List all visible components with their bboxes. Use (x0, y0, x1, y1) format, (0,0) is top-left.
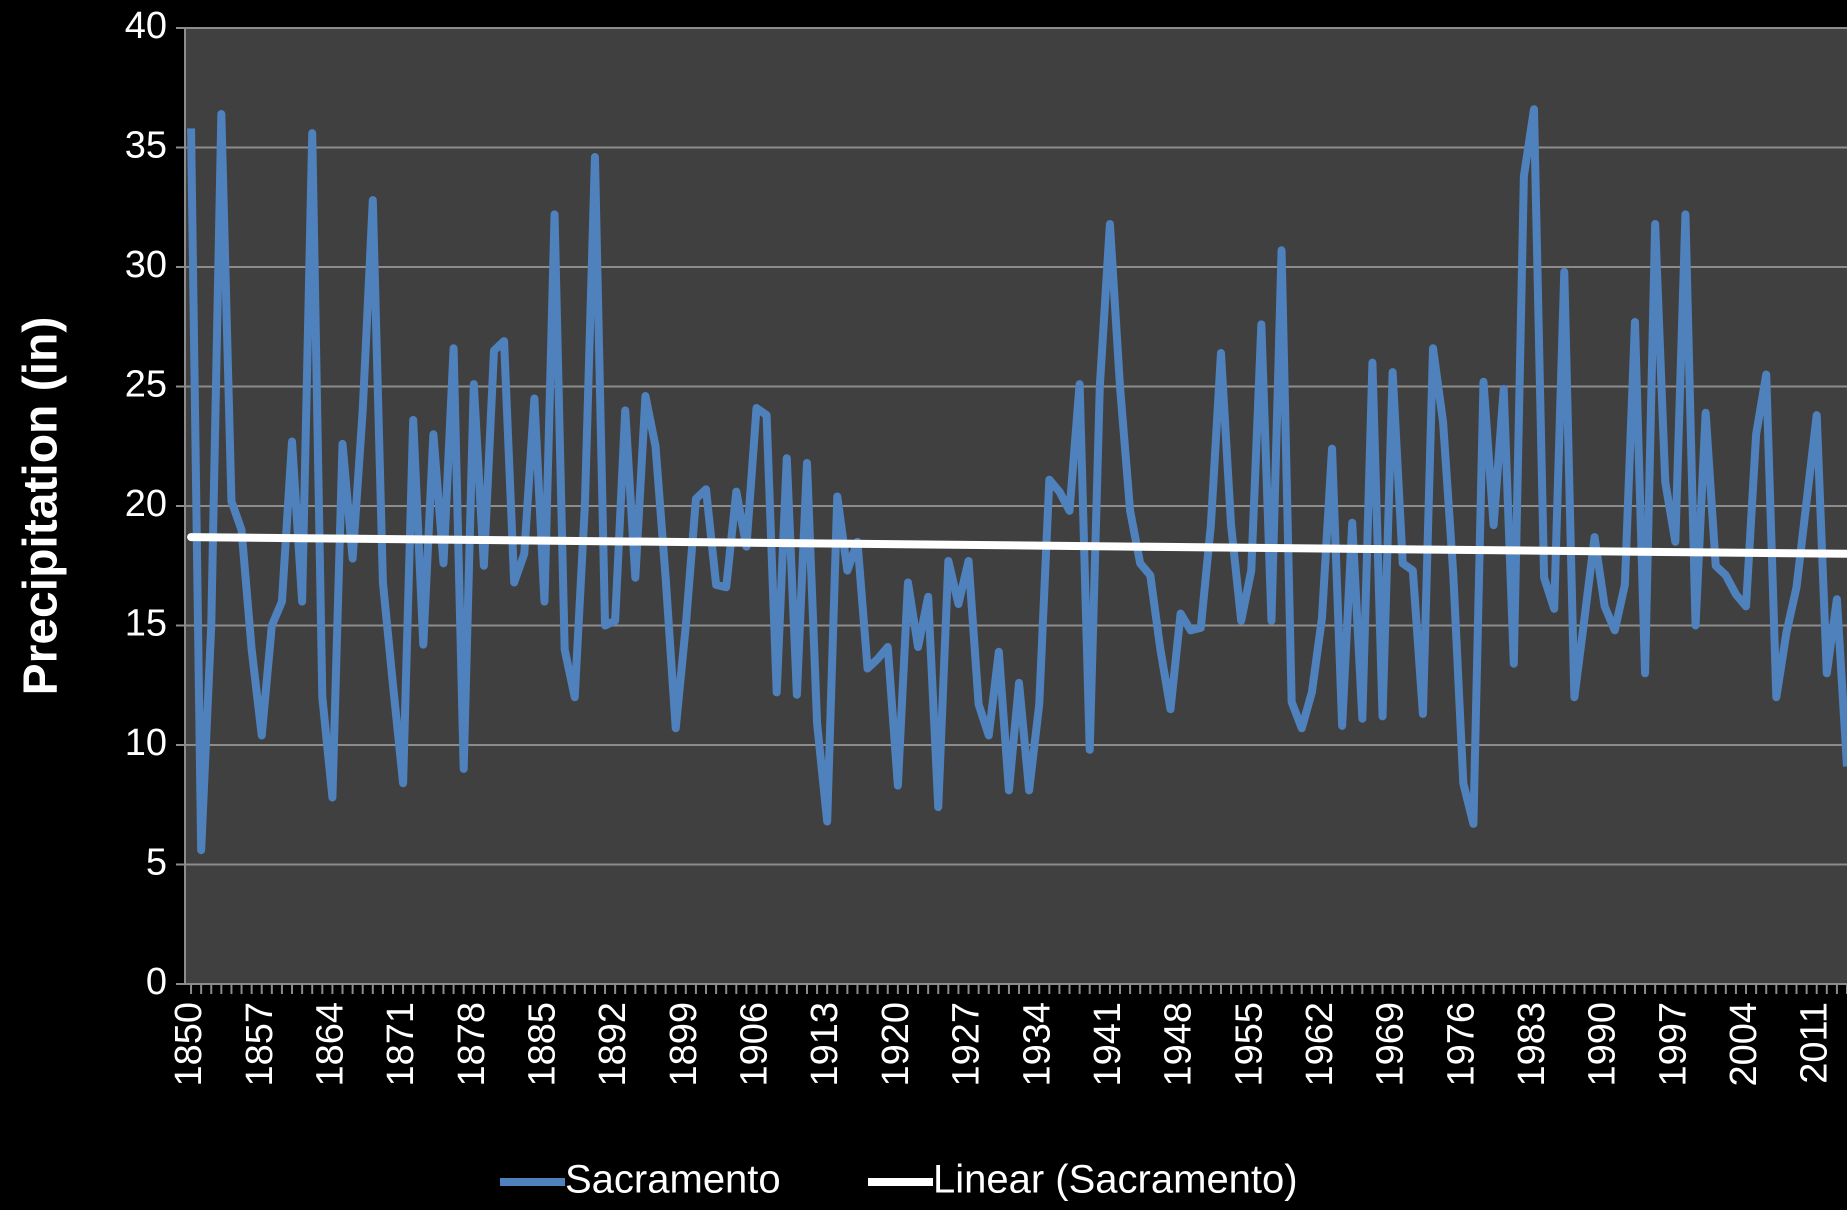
x-tick-label: 1892 (592, 1002, 634, 1087)
x-tick-label: 2011 (1794, 1002, 1836, 1084)
x-tick-label: 1955 (1228, 1002, 1270, 1087)
y-tick-label: 20 (125, 483, 167, 525)
y-tick-label: 35 (125, 125, 167, 167)
x-tick-label: 1871 (380, 1002, 422, 1087)
x-tick-label: 1878 (451, 1002, 493, 1087)
x-tick-label: 1906 (734, 1002, 776, 1087)
legend-label: Sacramento (565, 1158, 781, 1202)
x-tick-label: 1850 (168, 1002, 210, 1087)
x-tick-label: 1976 (1440, 1002, 1482, 1087)
y-tick-label: 5 (146, 842, 167, 884)
trend-line (187, 533, 1847, 558)
x-tick-label: 1990 (1582, 1002, 1624, 1087)
y-tick-label: 30 (125, 244, 167, 286)
x-tick-label: 1969 (1370, 1002, 1412, 1087)
y-tick-label: 15 (125, 603, 167, 645)
x-tick-label: 1962 (1299, 1002, 1341, 1087)
x-tick-label: 2004 (1723, 1002, 1765, 1087)
y-tick-label: 25 (125, 364, 167, 406)
x-tick-label: 1927 (946, 1002, 988, 1087)
x-tick-label: 1885 (521, 1002, 563, 1087)
x-tick-label: 1934 (1016, 1002, 1058, 1087)
y-tick-label: 40 (125, 5, 167, 47)
x-tick-label: 1983 (1511, 1002, 1553, 1087)
y-axis-title: Precipitation (in) (15, 317, 68, 696)
x-tick-label: 1997 (1652, 1002, 1694, 1087)
y-tick-label: 0 (146, 961, 167, 1003)
x-tick-label: 1920 (875, 1002, 917, 1087)
x-tick-label: 1913 (804, 1002, 846, 1087)
data-line (187, 105, 1847, 855)
legend-label: Linear (Sacramento) (933, 1158, 1298, 1202)
x-tick-label: 1941 (1087, 1002, 1129, 1087)
x-tick-label: 1857 (239, 1002, 281, 1087)
y-tick-label: 10 (125, 722, 167, 764)
x-tick-label: 1899 (663, 1002, 705, 1087)
x-tick-label: 1864 (309, 1002, 351, 1087)
x-tick-label: 1948 (1158, 1002, 1200, 1087)
